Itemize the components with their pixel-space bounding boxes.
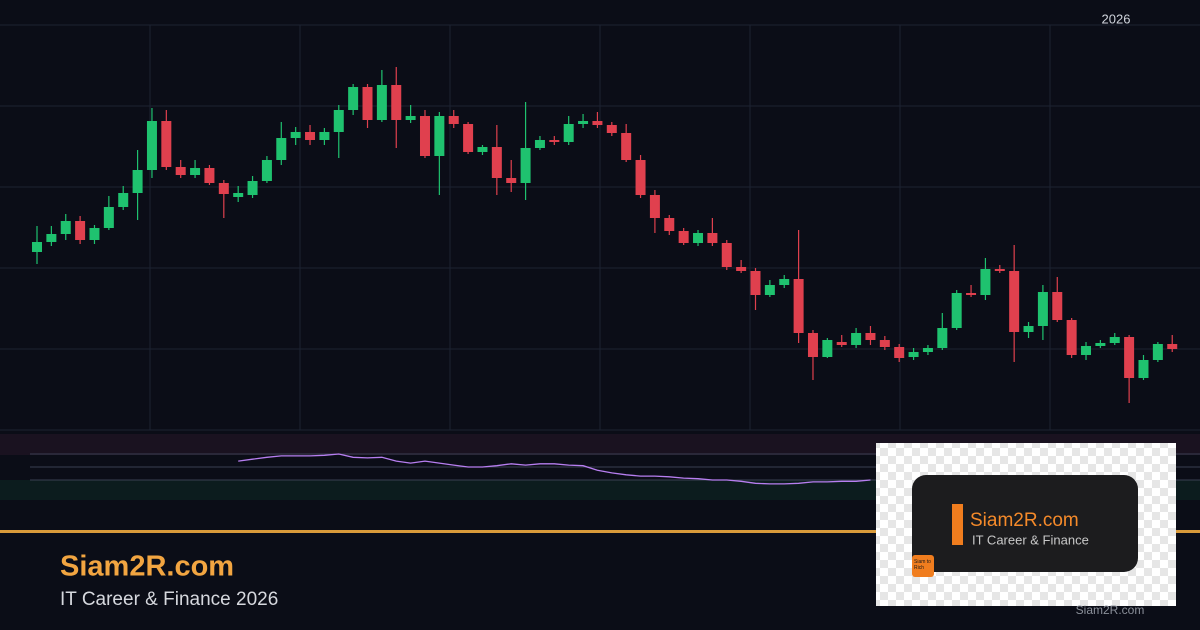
- candle-body: [103, 207, 114, 228]
- candle-body: [261, 160, 272, 181]
- candle-body: [534, 140, 545, 148]
- candle-body: [1138, 360, 1149, 378]
- candle-body: [348, 87, 359, 110]
- candle-body: [477, 147, 488, 152]
- indicator-line: [238, 453, 871, 485]
- candle-body: [721, 243, 732, 267]
- candle-body: [994, 269, 1005, 271]
- candle-body: [161, 121, 172, 167]
- candle-body: [908, 352, 919, 357]
- candle-body: [434, 116, 445, 156]
- candle-body: [664, 218, 675, 231]
- candle-body: [362, 87, 373, 120]
- candle-body: [563, 124, 574, 142]
- candle-body: [980, 269, 991, 295]
- period-label: 2026: [1102, 11, 1131, 26]
- tagline: IT Career & Finance 2026: [60, 589, 278, 610]
- watermark: Siam2R.com: [1076, 603, 1145, 617]
- brand: Siam2R.com: [60, 551, 234, 583]
- candle-body: [89, 228, 100, 240]
- time-grid: [149, 25, 1051, 430]
- candle-body: [807, 333, 818, 357]
- candle-body: [851, 333, 862, 345]
- candle-body: [419, 116, 430, 156]
- candle-body: [247, 181, 258, 195]
- candle-body: [290, 132, 301, 138]
- candle-body: [118, 193, 129, 207]
- candle-body: [319, 132, 330, 140]
- candle-body: [1124, 337, 1135, 378]
- logo-bar: [952, 504, 963, 545]
- candle-body: [520, 148, 531, 183]
- candle-body: [592, 121, 603, 125]
- candle-body: [333, 110, 344, 132]
- candle-body: [146, 121, 157, 170]
- candle-body: [764, 285, 775, 295]
- candle-body: [922, 348, 933, 352]
- candle-body: [578, 121, 589, 124]
- candle-body: [678, 231, 689, 243]
- candle-body: [1009, 271, 1020, 332]
- candle-body: [750, 271, 761, 295]
- candle-body: [865, 333, 876, 340]
- candle-body: [649, 195, 660, 218]
- candle-body: [132, 170, 143, 193]
- candle-body: [305, 132, 316, 140]
- candle-body: [937, 328, 948, 348]
- candle-body: [204, 168, 215, 183]
- candle-body: [1052, 292, 1063, 320]
- candle-body: [448, 116, 459, 124]
- candle-body: [549, 140, 560, 142]
- candle-body: [836, 342, 847, 345]
- candle-body: [75, 221, 86, 240]
- candle-body: [1023, 326, 1034, 332]
- candle-body: [391, 85, 402, 120]
- candle-body: [966, 293, 977, 295]
- candle-body: [1167, 344, 1178, 349]
- logo-subtitle: IT Career & Finance: [972, 532, 1089, 547]
- candle-body: [463, 124, 474, 152]
- candle-body: [793, 279, 804, 333]
- candle-body: [879, 340, 890, 347]
- candle-body: [376, 85, 387, 120]
- candle-body: [276, 138, 287, 160]
- candle-body: [233, 193, 244, 197]
- candle-body: [621, 133, 632, 160]
- logo-badge-text: Siam to Rich: [914, 559, 931, 571]
- candle-body: [951, 293, 962, 328]
- logo-image: Siam2R.com IT Career & Finance Siam to R…: [876, 443, 1176, 606]
- candle-body: [693, 233, 704, 243]
- candle-body: [60, 221, 71, 234]
- candle-body: [32, 242, 42, 252]
- candle-body: [736, 267, 747, 271]
- candle-body: [1152, 344, 1163, 360]
- candle-body: [635, 160, 646, 195]
- candle-body: [491, 147, 502, 178]
- logo-title: Siam2R.com: [970, 510, 1079, 531]
- candle-body: [894, 347, 905, 358]
- candle-body: [506, 178, 517, 183]
- candle-body: [46, 234, 57, 242]
- candle-body: [218, 183, 229, 194]
- candle-body: [606, 125, 617, 133]
- candle-body: [1109, 337, 1120, 343]
- candle-body: [1081, 346, 1092, 355]
- candle-body: [779, 279, 790, 285]
- candle-body: [175, 167, 186, 175]
- candle-body: [190, 168, 201, 175]
- candle-body: [707, 233, 718, 243]
- candle-body: [1037, 292, 1048, 326]
- candle-body: [1095, 343, 1106, 346]
- candle-body: [1066, 320, 1077, 355]
- divider: [0, 530, 1200, 533]
- candle-body: [405, 116, 416, 120]
- candle-body: [822, 340, 833, 357]
- logo-card: [912, 475, 1138, 572]
- logo-badge: [912, 555, 934, 577]
